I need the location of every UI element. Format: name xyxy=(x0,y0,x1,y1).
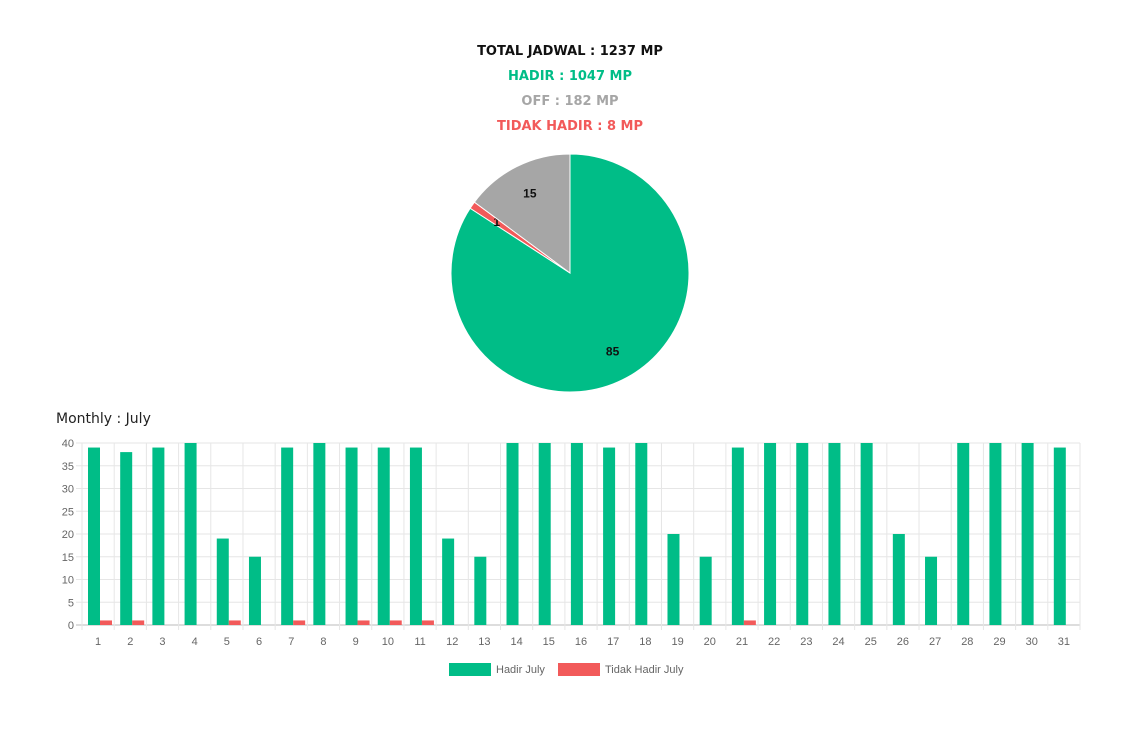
y-tick-label: 20 xyxy=(62,529,74,541)
bar-tidak-hadir-5[interactable] xyxy=(228,620,241,625)
y-tick-label: 0 xyxy=(68,620,74,632)
bar-hadir-9[interactable] xyxy=(345,447,358,625)
bar-hadir-1[interactable] xyxy=(88,447,100,625)
x-tick-label: 24 xyxy=(832,636,844,648)
x-tick-label: 5 xyxy=(224,636,230,648)
bar-hadir-26[interactable] xyxy=(892,534,905,625)
bar-hadir-5[interactable] xyxy=(216,538,229,625)
x-tick-label: 12 xyxy=(446,636,458,648)
x-tick-label: 28 xyxy=(961,636,973,648)
tidak-hadir-summary-label: TIDAK HADIR : 8 MP xyxy=(496,119,644,134)
x-tick-label: 7 xyxy=(288,636,294,648)
bar-hadir-25[interactable] xyxy=(860,443,873,625)
bar-tidak-hadir-7[interactable] xyxy=(293,620,306,625)
bar-tidak-hadir-10[interactable] xyxy=(389,620,402,625)
bar-hadir-22[interactable] xyxy=(764,443,777,625)
x-tick-label: 16 xyxy=(575,636,587,648)
legend-swatch-hadir xyxy=(449,663,491,676)
bar-hadir-11[interactable] xyxy=(409,447,422,625)
x-tick-label: 9 xyxy=(353,636,359,648)
bar-hadir-8[interactable] xyxy=(313,443,326,625)
bar-hadir-20[interactable] xyxy=(699,556,712,625)
bar-hadir-30[interactable] xyxy=(1021,443,1034,625)
x-tick-label: 30 xyxy=(1026,636,1038,648)
x-tick-label: 15 xyxy=(543,636,555,648)
bar-hadir-19[interactable] xyxy=(667,534,680,625)
x-tick-label: 6 xyxy=(256,636,262,648)
x-tick-label: 23 xyxy=(800,636,812,648)
x-tick-label: 1 xyxy=(95,636,101,648)
y-tick-label: 40 xyxy=(62,438,74,450)
x-tick-label: 18 xyxy=(639,636,651,648)
x-tick-label: 11 xyxy=(414,636,425,648)
bar-tidak-hadir-1[interactable] xyxy=(100,620,112,625)
x-tick-label: 19 xyxy=(671,636,683,648)
bar-hadir-16[interactable] xyxy=(570,443,583,625)
bar-hadir-28[interactable] xyxy=(957,443,970,625)
x-tick-label: 13 xyxy=(478,636,490,648)
bar-hadir-24[interactable] xyxy=(828,443,841,625)
y-tick-label: 15 xyxy=(62,552,74,564)
y-tick-label: 30 xyxy=(62,484,74,496)
bar-hadir-27[interactable] xyxy=(925,556,938,625)
bar-tidak-hadir-9[interactable] xyxy=(357,620,370,625)
x-tick-label: 31 xyxy=(1058,636,1070,648)
bar-hadir-13[interactable] xyxy=(474,556,487,625)
bar-hadir-4[interactable] xyxy=(184,443,197,625)
bar-hadir-12[interactable] xyxy=(442,538,455,625)
bar-hadir-10[interactable] xyxy=(377,447,390,625)
y-tick-label: 35 xyxy=(62,461,74,473)
off-summary-label: OFF : 182 MP xyxy=(521,94,619,109)
pie-slice-2[interactable] xyxy=(473,153,571,274)
total-jadwal-label: TOTAL JADWAL : 1237 MP xyxy=(477,44,663,59)
bar-hadir-31[interactable] xyxy=(1053,447,1066,625)
bar-hadir-17[interactable] xyxy=(603,447,616,625)
pie-slice-label-2: 15 xyxy=(523,186,537,200)
y-tick-label: 5 xyxy=(68,597,74,609)
bar-hadir-7[interactable] xyxy=(281,447,294,625)
x-tick-label: 25 xyxy=(865,636,877,648)
legend-item-tidak-hadir[interactable]: Tidak Hadir July xyxy=(558,663,683,676)
pie-slice-label-1: 1 xyxy=(493,215,500,229)
y-tick-label: 25 xyxy=(62,506,74,518)
x-tick-label: 10 xyxy=(382,636,394,648)
bar-hadir-14[interactable] xyxy=(506,443,519,625)
x-tick-label: 29 xyxy=(993,636,1005,648)
legend-swatch-tidak-hadir xyxy=(558,663,600,676)
x-tick-label: 20 xyxy=(704,636,716,648)
bar-hadir-23[interactable] xyxy=(796,443,809,625)
monthly-chart-title: Monthly : July xyxy=(56,411,151,427)
x-tick-label: 8 xyxy=(320,636,326,648)
bar-hadir-6[interactable] xyxy=(248,556,261,625)
legend-item-hadir[interactable]: Hadir July xyxy=(449,663,545,676)
bar-hadir-3[interactable] xyxy=(152,447,165,625)
x-tick-label: 4 xyxy=(192,636,198,648)
x-tick-label: 2 xyxy=(127,636,133,648)
x-tick-label: 14 xyxy=(510,636,522,648)
x-tick-label: 22 xyxy=(768,636,780,648)
x-tick-label: 21 xyxy=(736,636,748,648)
bar-hadir-18[interactable] xyxy=(635,443,648,625)
bar-tidak-hadir-2[interactable] xyxy=(132,620,145,625)
bar-hadir-29[interactable] xyxy=(989,443,1002,625)
attendance-pie-chart: 85 1 15 xyxy=(450,153,690,393)
hadir-summary-label: HADIR : 1047 MP xyxy=(507,69,632,84)
y-tick-label: 10 xyxy=(62,575,74,587)
bar-hadir-21[interactable] xyxy=(731,447,744,625)
legend-label-hadir: Hadir July xyxy=(496,663,545,676)
x-tick-label: 3 xyxy=(159,636,165,648)
x-tick-label: 27 xyxy=(929,636,941,648)
bar-tidak-hadir-11[interactable] xyxy=(421,620,434,625)
x-tick-label: 17 xyxy=(607,636,619,648)
x-tick-label: 26 xyxy=(897,636,909,648)
bar-hadir-15[interactable] xyxy=(538,443,551,625)
legend-label-tidak-hadir: Tidak Hadir July xyxy=(605,663,684,676)
bar-hadir-2[interactable] xyxy=(120,452,133,625)
pie-slice-label-0: 85 xyxy=(606,344,620,358)
bar-tidak-hadir-21[interactable] xyxy=(743,620,756,625)
